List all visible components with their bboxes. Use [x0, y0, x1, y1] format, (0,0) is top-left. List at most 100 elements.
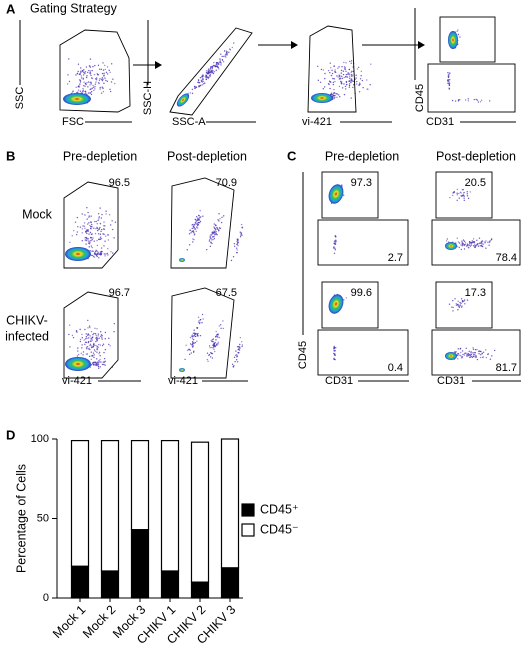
event-dot — [334, 94, 336, 97]
event-dot — [192, 338, 195, 341]
event-dot — [236, 354, 238, 356]
event-dot — [241, 234, 243, 236]
event-dot — [223, 50, 226, 52]
event-dot — [101, 86, 104, 89]
event-dot — [67, 74, 69, 76]
event-dot — [83, 225, 86, 227]
event-dot — [236, 345, 239, 348]
event-dot — [340, 69, 343, 72]
label: Pre-depletion — [63, 149, 137, 163]
event-dot — [339, 80, 342, 83]
event-dot — [93, 73, 96, 76]
event-dot — [86, 207, 88, 209]
event-dot — [99, 78, 101, 80]
event-dot — [99, 366, 101, 368]
label: Post-depletion — [436, 149, 516, 163]
event-dot — [459, 305, 461, 307]
event-dot — [91, 237, 93, 239]
event-dot — [332, 94, 335, 96]
event-dot — [214, 350, 216, 353]
event-dot — [212, 235, 214, 238]
event-dot — [98, 337, 100, 340]
event-dot — [96, 348, 99, 351]
event-dot — [90, 91, 93, 93]
event-dot — [107, 234, 110, 236]
event-dot — [103, 228, 105, 231]
event-dot — [93, 364, 95, 366]
event-dot — [220, 327, 222, 330]
event-dot — [88, 347, 90, 350]
event-dot — [457, 29, 459, 31]
event-dot — [351, 75, 353, 77]
event-dot — [474, 354, 476, 356]
event-dot — [361, 79, 364, 82]
event-dot — [79, 90, 82, 92]
event-dot — [213, 223, 215, 225]
event-dot — [211, 357, 214, 359]
event-dot — [95, 254, 98, 257]
event-dot — [83, 222, 86, 224]
event-dot — [329, 72, 331, 74]
event-dot — [81, 347, 83, 349]
event-dot — [88, 233, 90, 235]
gate — [439, 16, 496, 63]
event-dot — [207, 76, 210, 79]
event-dot — [97, 335, 99, 337]
event-dot — [196, 327, 199, 329]
event-dot — [86, 223, 89, 225]
event-dot — [474, 352, 476, 354]
event-dot — [447, 80, 450, 83]
event-dot — [236, 251, 238, 254]
event-dot — [104, 225, 106, 227]
event-dot — [205, 70, 208, 72]
event-dot — [472, 245, 475, 247]
event-dot — [239, 231, 241, 233]
event-dot — [103, 245, 105, 247]
event-dot — [77, 347, 79, 349]
event-dot — [83, 339, 85, 341]
event-dot — [355, 74, 357, 77]
event-dot — [341, 184, 343, 186]
event-dot — [334, 349, 336, 352]
event-dot — [239, 236, 242, 238]
event-dot — [197, 85, 200, 87]
event-dot — [466, 299, 469, 301]
event-dot — [195, 230, 197, 232]
event-dot — [77, 353, 80, 356]
event-dot — [96, 227, 99, 230]
event-dot — [454, 298, 456, 300]
event-dot — [217, 63, 220, 65]
event-dot — [341, 87, 344, 89]
event-dot — [487, 241, 489, 243]
label: Mock — [22, 207, 53, 221]
event-dot — [71, 91, 74, 93]
event-dot — [98, 257, 100, 259]
event-dot — [213, 65, 215, 67]
event-dot — [207, 70, 209, 72]
event-dot — [96, 250, 98, 252]
event-dot — [460, 248, 463, 251]
event-dot — [472, 352, 474, 354]
event-dot — [83, 69, 85, 71]
event-dot — [472, 347, 474, 349]
event-dot — [241, 227, 244, 229]
event-dot — [81, 232, 83, 234]
event-dot — [98, 217, 100, 219]
event-dot — [464, 243, 466, 246]
label: 17.3 — [465, 287, 486, 299]
event-dot — [85, 243, 87, 245]
event-dot — [100, 251, 102, 253]
event-dot — [467, 100, 470, 102]
event-dot — [351, 74, 354, 76]
event-dot — [90, 358, 93, 361]
event-dot — [223, 55, 225, 58]
event-dot — [76, 216, 79, 219]
event-dot — [93, 354, 95, 356]
event-dot — [213, 230, 215, 232]
event-dot — [91, 238, 93, 241]
label: vi-421 — [168, 375, 198, 387]
event-dot — [99, 236, 102, 238]
density-core — [65, 357, 91, 371]
event-dot — [86, 347, 88, 350]
event-dot — [459, 36, 461, 38]
